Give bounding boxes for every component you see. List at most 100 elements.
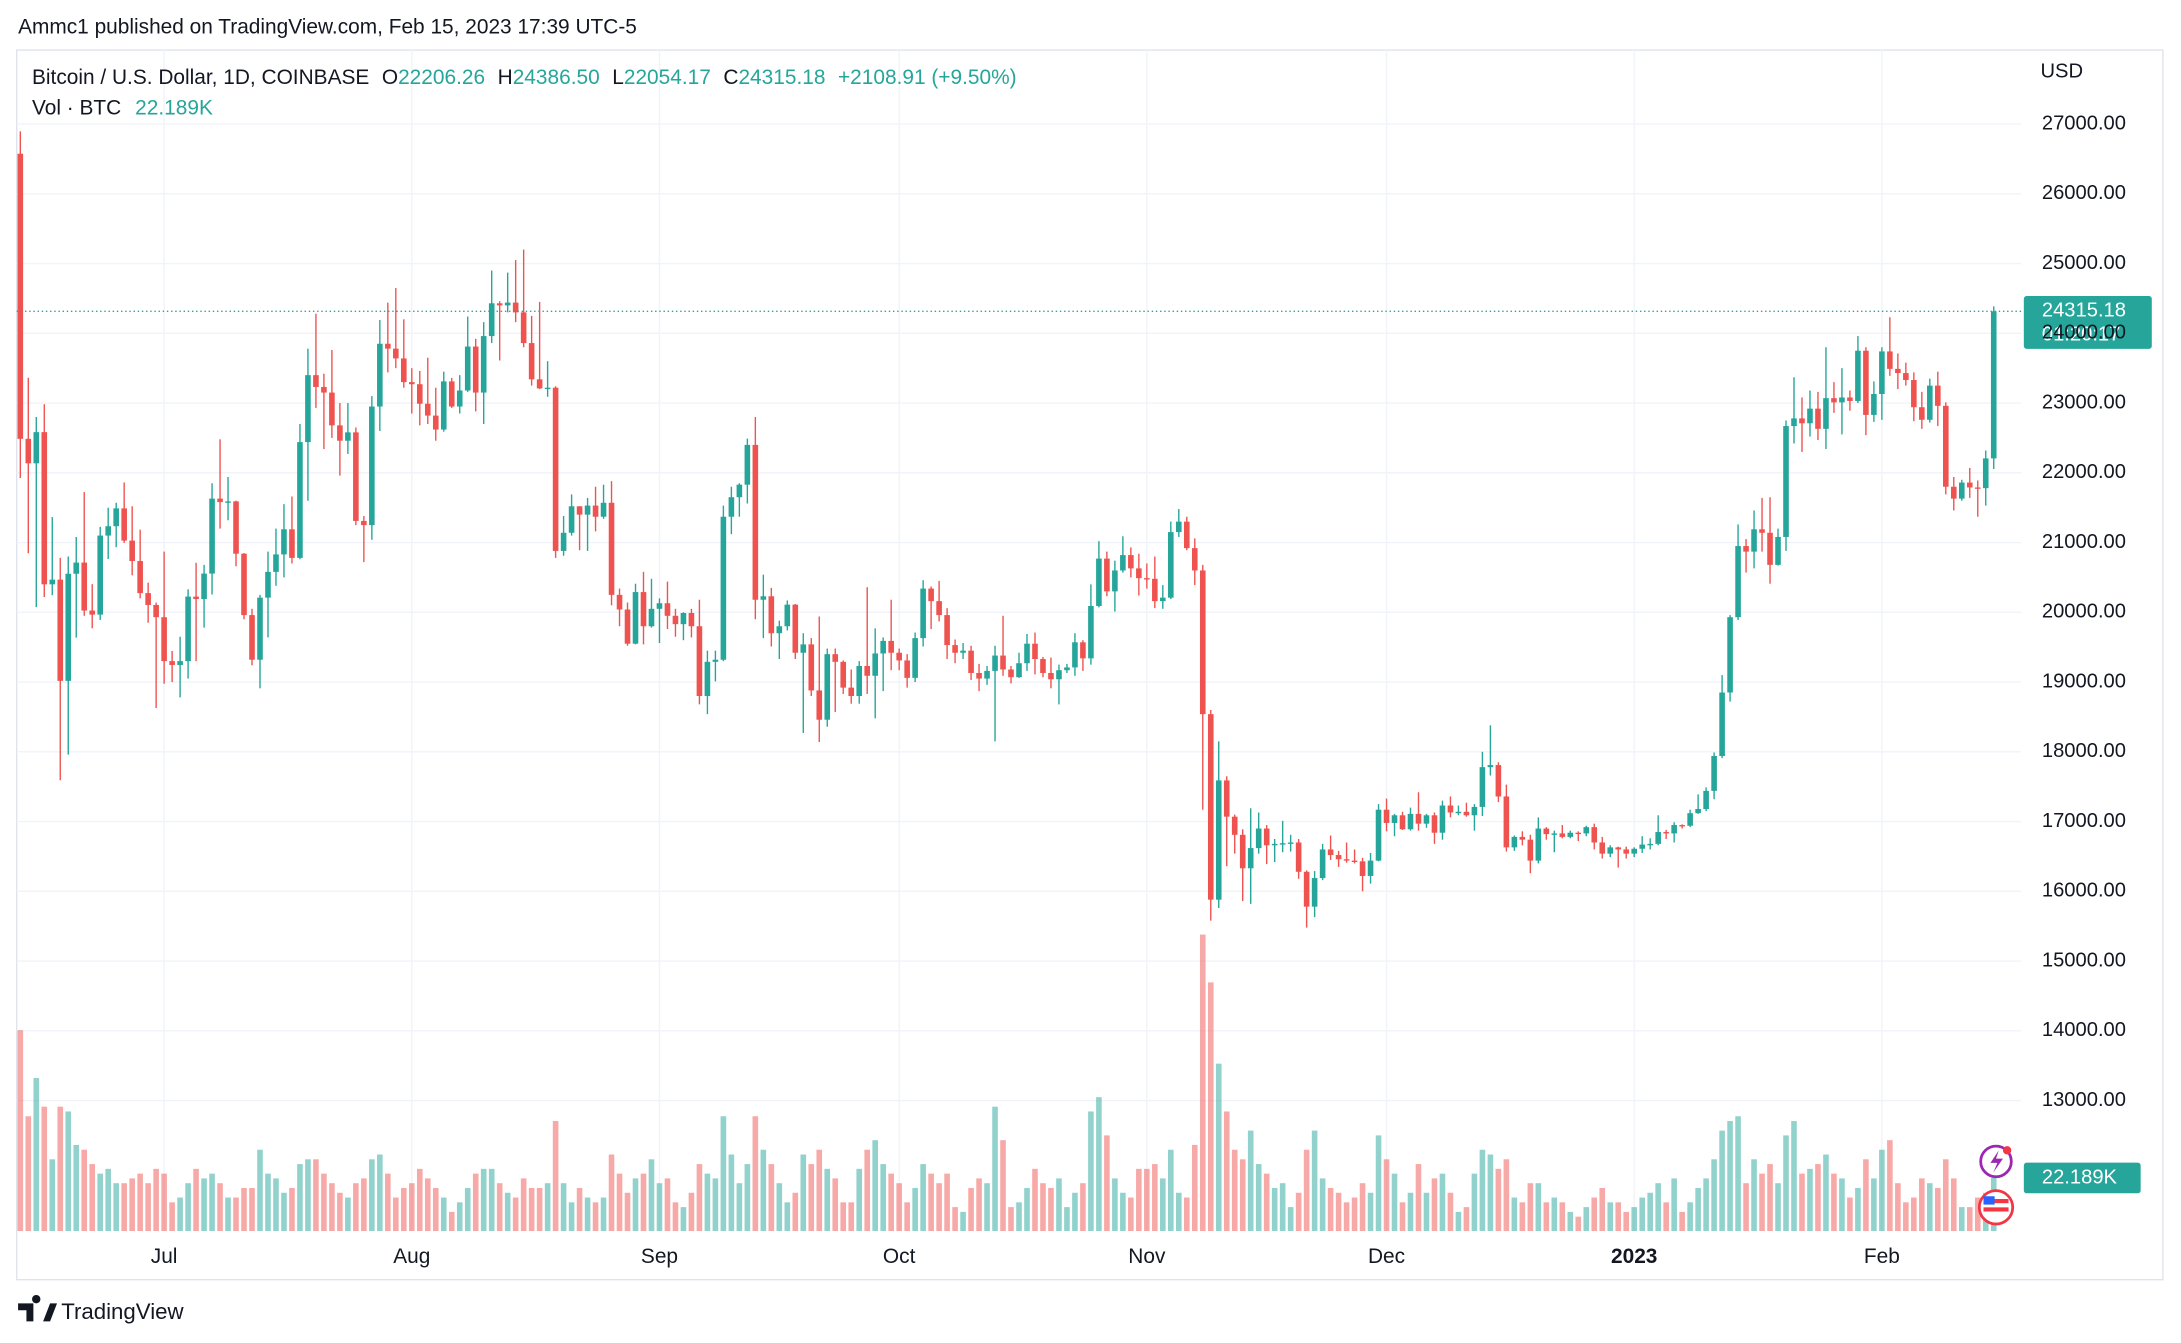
volume-bar: [1415, 1164, 1422, 1232]
volume-bar: [608, 1154, 615, 1232]
volume-bar: [1966, 1207, 1973, 1232]
volume-bar: [1048, 1187, 1054, 1232]
volume-bar: [992, 1106, 998, 1232]
candle-body: [273, 554, 279, 572]
candle-body: [1615, 847, 1622, 850]
candle-body: [1016, 663, 1022, 678]
volume-bar: [904, 1202, 910, 1232]
volume-bar: [89, 1164, 96, 1232]
candle-body: [1263, 828, 1270, 846]
candle-body: [1399, 815, 1406, 830]
volume-bar: [416, 1168, 423, 1232]
volume-bar: [1160, 1178, 1166, 1232]
candle-body: [1168, 532, 1174, 598]
volume-bar: [432, 1187, 439, 1232]
candle-body: [33, 432, 40, 464]
candle-body: [456, 390, 463, 407]
candle-body: [960, 650, 966, 653]
candle-body: [249, 615, 255, 660]
volume-bar: [1239, 1159, 1246, 1232]
volume-bar: [1567, 1211, 1574, 1232]
volume-bar: [664, 1178, 671, 1232]
brand: TradingView: [18, 1294, 185, 1324]
volume-bar: [1831, 1173, 1837, 1232]
x-tick-label: Dec: [1368, 1245, 1405, 1268]
candle-body: [800, 644, 807, 653]
candle-body: [1559, 833, 1566, 837]
volume-bar: [936, 1183, 942, 1232]
candle-body: [353, 432, 359, 521]
volume-bar: [193, 1168, 199, 1232]
candle-body: [369, 406, 375, 526]
volume-bar: [1903, 1202, 1909, 1232]
candle-body: [952, 645, 958, 653]
candle-body: [480, 336, 487, 393]
price-badge: [2023, 296, 2152, 349]
candle-body: [928, 588, 934, 602]
volume-bar: [1855, 1187, 1861, 1232]
volume-bar: [1223, 1111, 1230, 1232]
candle-body: [129, 540, 135, 562]
field-label: H: [498, 65, 513, 88]
volume-bar: [73, 1144, 80, 1232]
volume-bar: [217, 1183, 223, 1232]
volume-bar: [1383, 1159, 1390, 1232]
volume-bar: [1120, 1192, 1126, 1232]
candle-body: [600, 502, 607, 517]
candle-body: [1783, 426, 1789, 537]
candle-body: [1950, 486, 1957, 499]
volume-bar: [1655, 1183, 1661, 1232]
candle-body: [528, 343, 535, 380]
candle-body: [1711, 755, 1717, 791]
axis-unit: USD: [2041, 61, 2084, 83]
candle-body: [1990, 311, 1997, 459]
candle-body: [81, 562, 88, 611]
volume-bar: [888, 1173, 894, 1232]
candle-body: [1104, 558, 1110, 592]
y-tick-label: 17000.00: [2042, 810, 2126, 832]
volume-bar: [1935, 1187, 1941, 1232]
candle-body: [672, 615, 679, 625]
volume-bar: [1319, 1178, 1326, 1232]
volume-bar: [680, 1207, 687, 1232]
volume-bar: [49, 1159, 56, 1232]
volume-bar: [337, 1192, 343, 1232]
volume-bar: [1623, 1211, 1630, 1232]
volume-bar: [952, 1207, 958, 1232]
volume-bar: [1679, 1211, 1685, 1232]
candle-body: [888, 640, 894, 653]
candle-body: [912, 638, 918, 678]
candle-body: [648, 608, 655, 627]
volume-bar: [504, 1192, 511, 1232]
volume-bar: [1687, 1202, 1693, 1232]
volume-bar: [1431, 1178, 1438, 1232]
volume-bar: [656, 1183, 663, 1232]
candle-body: [808, 644, 815, 691]
candle-body: [1863, 350, 1869, 415]
candle-body: [1176, 521, 1182, 533]
candle-body: [680, 612, 687, 625]
candle-body: [1799, 418, 1805, 424]
icon: [1983, 1199, 2009, 1204]
candle-body: [1974, 487, 1981, 489]
volume-bar: [568, 1202, 575, 1232]
y-tick-label: 19000.00: [2042, 670, 2126, 692]
candle-body: [1000, 655, 1006, 670]
volume-bar: [424, 1178, 431, 1232]
volume-bar: [872, 1140, 878, 1232]
candle-body: [1911, 380, 1917, 408]
volume-bar: [1583, 1207, 1590, 1232]
candle-body: [704, 661, 711, 697]
candle-body: [321, 387, 327, 393]
candle-body: [1687, 813, 1693, 826]
candle-body: [409, 382, 415, 385]
volume-bar: [1807, 1168, 1813, 1232]
candle-body: [1439, 805, 1446, 833]
candle-body: [1423, 815, 1430, 824]
volume-bar: [1183, 1197, 1190, 1232]
volume-bar: [1088, 1111, 1094, 1232]
brand-logo: [18, 1294, 58, 1322]
candle-body: [1807, 408, 1813, 424]
candle-body: [768, 596, 775, 634]
volume-bar: [185, 1183, 191, 1232]
